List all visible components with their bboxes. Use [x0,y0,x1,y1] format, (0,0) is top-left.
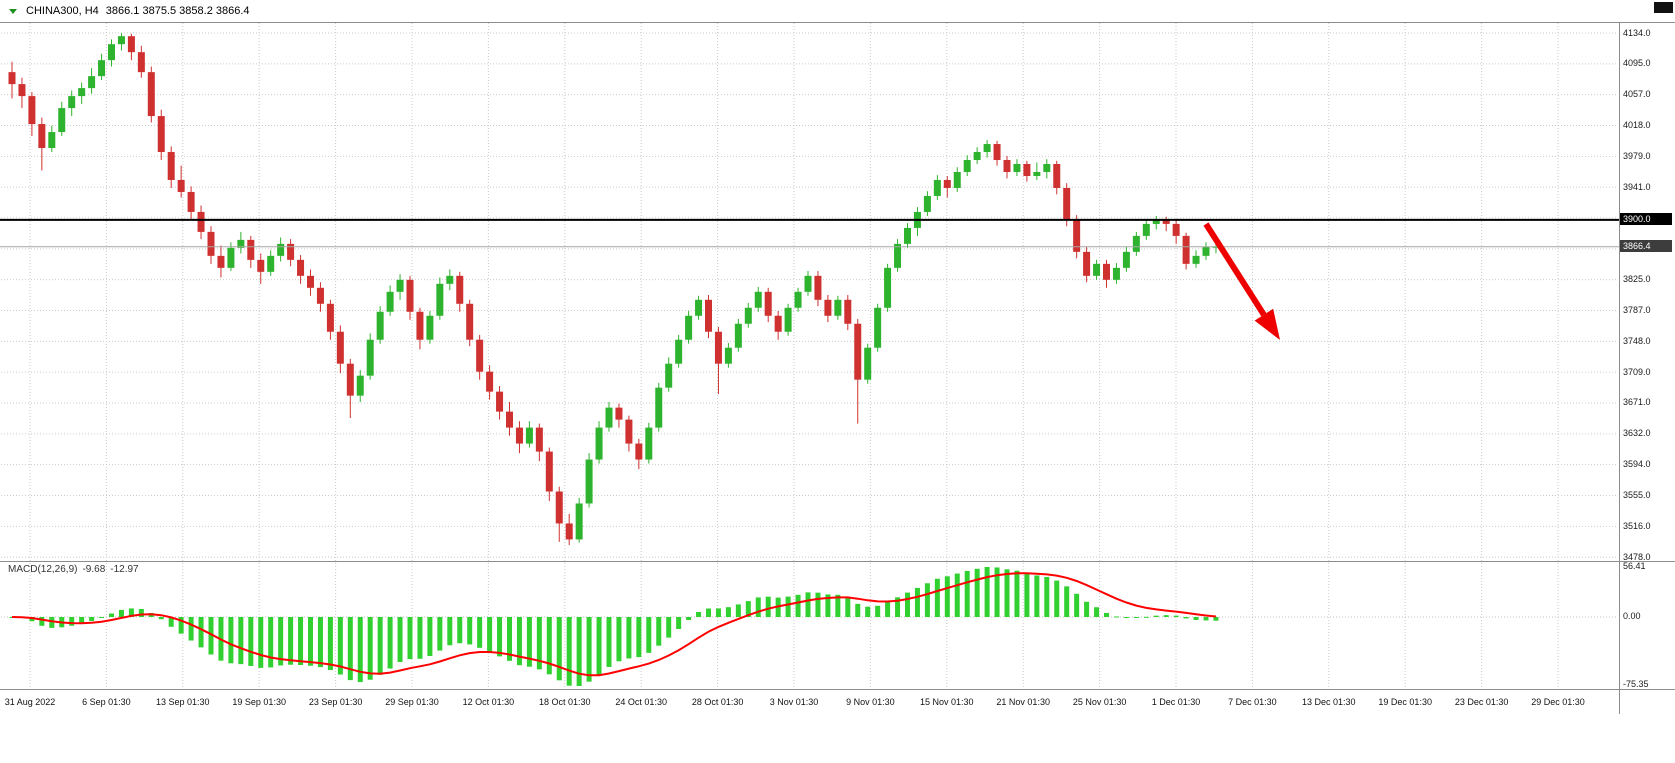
grid-layer [1,23,1618,688]
macd-layer[interactable] [9,567,1219,686]
time-label: 31 Aug 2022 [4,697,56,707]
time-label: 19 Sep 01:30 [232,697,286,707]
time-label: 28 Oct 01:30 [691,697,744,707]
macd-main-value: -9.68 [82,564,106,575]
price-axis[interactable]: 3900.0 3866.4 4134.0 4095.0 4057.0 4018.0 39… [1620,0,1675,763]
time-label: 6 Sep 01:30 [82,697,131,707]
chevron-down-icon [9,9,17,14]
price-label: 3979.0 [1623,150,1651,161]
price-label: 4057.0 [1623,89,1651,100]
macd-indicator-label: MACD(12,26,9) -9.68 -12.97 [8,564,144,575]
panel-separators [0,22,1675,714]
macd-signal-value: -12.97 [110,564,139,575]
price-label: 4018.0 [1623,119,1651,130]
time-label: 21 Nov 01:30 [996,697,1050,707]
ohlc-readout: 3866.1 3875.5 3858.2 3866.4 [105,5,250,17]
time-label: 15 Nov 01:30 [920,697,974,707]
price-label: 3671.0 [1623,397,1651,408]
time-label: 1 Dec 01:30 [1151,697,1201,707]
hline-price-tag: 3900.0 [1620,213,1672,225]
time-label: 24 Oct 01:30 [615,697,667,707]
price-label: 3555.0 [1623,489,1651,500]
time-label: 23 Sep 01:30 [308,697,363,707]
time-label: 9 Nov 01:30 [846,697,895,707]
price-label: 3941.0 [1623,181,1651,192]
price-label: 3478.0 [1623,551,1651,562]
time-label: 25 Nov 01:30 [1072,697,1127,707]
macd-axis-label: 0.00 [1623,611,1641,621]
price-label: 4134.0 [1623,27,1651,38]
time-axis[interactable]: 31 Aug 2022 6 Sep 01:30 13 Sep 01:30 19 Sep… [0,690,1619,716]
time-label: 3 Nov 01:30 [769,697,819,707]
time-label: 29 Dec 01:30 [1531,697,1585,707]
symbol-dropdown-button[interactable] [6,4,20,18]
time-label: 13 Sep 01:30 [156,697,210,707]
price-label: 3594.0 [1623,459,1651,470]
corner-marker [1654,2,1673,13]
price-label: 3748.0 [1623,335,1651,346]
price-label: 4095.0 [1623,58,1651,69]
symbol-timeframe-label: CHINA300, H4 [26,5,99,17]
time-label: 7 Dec 01:30 [1228,697,1277,707]
macd-axis-label: -75.35 [1623,679,1649,689]
price-label: 3709.0 [1623,366,1651,377]
price-label: 3632.0 [1623,428,1651,439]
price-label: 3787.0 [1623,304,1651,315]
macd-axis[interactable]: 56.41 0.00 -75.35 [1620,0,1675,763]
time-label: 18 Oct 01:30 [539,697,591,707]
candles-layer[interactable] [8,33,1220,546]
chart-header: CHINA300, H4 3866.1 3875.5 3858.2 3866.4 [0,0,1619,22]
trend-arrow[interactable] [1203,222,1280,340]
time-label: 29 Sep 01:30 [385,697,439,707]
macd-name: MACD(12,26,9) [8,564,78,575]
time-label: 12 Oct 01:30 [462,697,515,707]
macd-axis-label: 56.41 [1623,561,1646,571]
price-label: 3825.0 [1623,274,1651,285]
time-label: 19 Dec 01:30 [1378,697,1432,707]
time-label: 13 Dec 01:30 [1302,697,1356,707]
time-label: 23 Dec 01:30 [1454,697,1509,707]
price-label: 3516.0 [1623,520,1651,531]
current-price-tag: 3866.4 [1620,240,1672,252]
